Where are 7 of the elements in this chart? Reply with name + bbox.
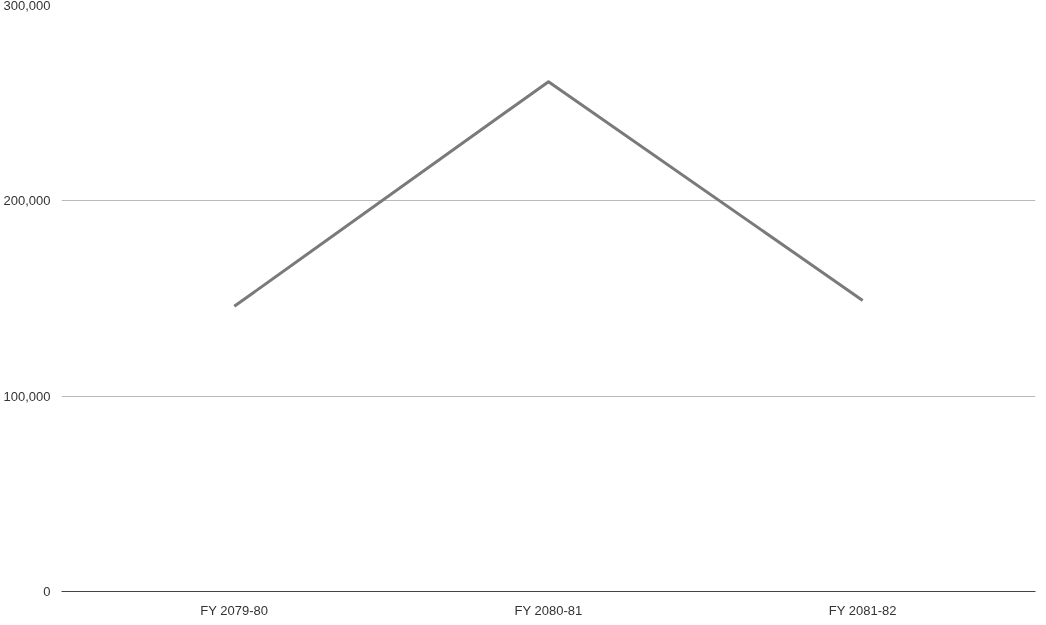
y-tick-label: 200,000 bbox=[3, 193, 51, 209]
y-tick-label: 100,000 bbox=[3, 388, 51, 404]
x-tick-label: FY 2079-80 bbox=[200, 602, 269, 618]
x-tick-label: FY 2081-82 bbox=[828, 602, 897, 618]
x-tick-label: FY 2080-81 bbox=[514, 602, 583, 618]
y-tick-label: 300,000 bbox=[3, 0, 51, 13]
y-tick-label: 0 bbox=[43, 584, 51, 599]
